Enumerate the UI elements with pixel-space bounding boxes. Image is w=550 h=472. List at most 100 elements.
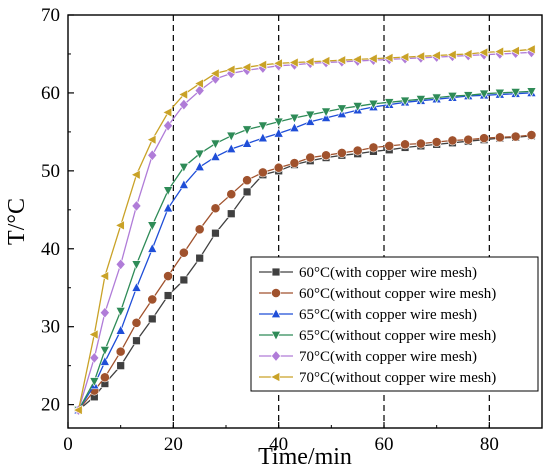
data-point [305,152,316,163]
data-point [148,314,157,324]
data-point [132,336,141,345]
series-6 [72,44,536,416]
data-point [494,46,504,57]
data-point [147,149,158,162]
data-point [88,329,99,340]
y-tick-label: 50 [41,161,60,182]
legend-label: 60°C(with copper wire mesh) [299,265,477,281]
legend-label: 65°C(with copper wire mesh) [299,307,477,323]
data-point [257,167,268,178]
x-axis-title: Time/min [258,444,352,470]
x-tick-label: 40 [269,434,288,455]
legend: 60°C(with copper wire mesh) 60°C(without … [250,256,539,392]
data-point [72,404,83,416]
data-point [367,53,378,64]
data-point [321,150,331,161]
data-point [288,57,299,68]
data-point [510,88,521,98]
data-point [194,161,205,171]
data-point [257,121,268,132]
y-axis-title: T/°C [4,198,30,245]
data-point [400,139,410,150]
data-point [336,104,347,115]
data-point [305,116,316,126]
data-point [462,48,473,60]
data-point [178,98,189,111]
data-point [463,91,474,101]
data-point [225,64,236,75]
y-tick-label: 30 [41,317,60,338]
legend-marker [270,308,282,318]
data-point [447,135,458,146]
legend-marker [271,288,281,298]
data-point [415,51,425,62]
data-point [194,224,205,235]
data-point [272,58,283,69]
data-point [89,352,100,364]
data-point [178,247,189,258]
data-point [211,228,220,238]
data-point [115,346,126,357]
legend-label: 65°C(without copper wire mesh) [299,328,496,344]
data-point [351,54,362,65]
x-tick-label: 80 [480,434,499,455]
data-point [431,137,442,147]
data-point [526,87,537,98]
data-point [130,169,141,180]
data-point [242,187,252,197]
data-point [178,162,189,173]
data-point [336,148,347,158]
data-point [147,221,158,232]
y-tick-label: 70 [41,5,60,26]
data-point [99,356,110,366]
data-point [195,253,204,263]
data-point [399,51,410,63]
data-point [368,99,379,110]
data-point [226,189,237,200]
legend-item: 65°C(with copper wire mesh) [259,307,477,323]
series-4 [73,87,537,416]
legend-item: 70°C(with copper wire mesh) [259,349,477,365]
data-point [352,102,363,112]
data-point [526,130,537,140]
data-point [525,44,536,55]
data-point [463,134,474,145]
data-point [178,179,189,189]
data-point [336,55,346,66]
data-point [115,307,126,317]
legend-item: 60°C(without copper wire mesh) [259,286,496,302]
legend-label: 70°C(with copper wire mesh) [299,349,477,365]
data-point [226,143,237,154]
series-2 [73,130,537,415]
data-point [241,137,253,148]
data-point [163,291,173,300]
data-point [89,377,100,387]
data-point [162,107,173,118]
legend-marker [270,371,280,383]
data-point [289,113,300,124]
data-point [257,132,268,143]
data-point [227,209,236,218]
legend-item: 70°C(without copper wire mesh) [259,370,496,386]
data-point [193,78,204,89]
x-tick-label: 60 [375,434,394,455]
data-point [446,49,457,60]
data-point [194,149,205,160]
y-tick-label: 40 [41,239,60,260]
data-point [415,138,426,149]
data-point [510,131,521,142]
data-point [115,324,126,335]
legend-marker [270,331,282,341]
data-point [383,52,394,63]
data-point [320,107,332,118]
data-point [479,133,489,144]
data-point [210,203,221,214]
legend-marker [271,350,281,362]
data-point [305,110,316,121]
data-point [430,50,441,61]
data-point [178,89,188,100]
x-tick-label: 20 [164,434,183,455]
data-point [494,132,505,143]
data-point [273,127,284,138]
